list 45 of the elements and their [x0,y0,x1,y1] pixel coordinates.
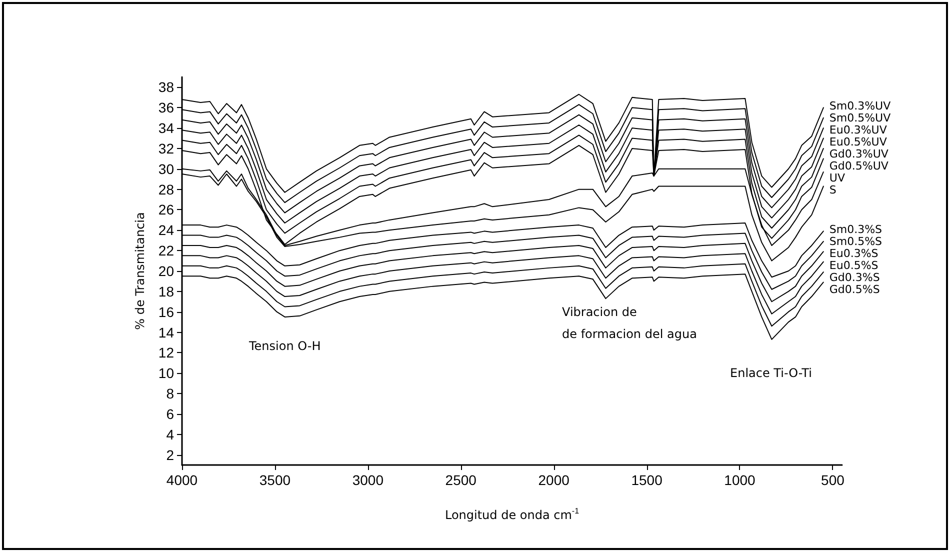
y-tick-label: 8 [166,386,174,402]
x-tick-label: 2000 [538,472,570,488]
annotation: Tension O-H [248,339,321,353]
series-label: Gd0.3%S [829,271,880,284]
series-label: S [829,184,836,197]
y-tick-label: 6 [166,406,174,422]
series-label: Eu0.5%S [829,259,878,272]
y-tick-label: 10 [158,365,174,382]
x-tick-label: 1500 [631,472,663,488]
y-tick-label: 28 [158,181,174,198]
series-label: Gd0.3%UV [829,148,889,161]
y-tick-label: 18 [158,283,174,300]
annotation: Vibracion de de formacion del agua [562,305,697,341]
y-tick-label: 16 [158,304,174,320]
y-tick-label: 38 [158,79,174,96]
x-tick-label: 4000 [166,472,198,488]
y-tick-label: 32 [158,140,174,156]
series-label: UV [829,172,846,185]
y-tick-label: 26 [158,202,174,218]
y-tick-label: 24 [158,222,174,238]
series-label: Sm0.3%UV [829,100,892,113]
y-tick-label: 36 [158,100,174,116]
x-tick-label: 3000 [352,472,384,488]
y-tick-label: 12 [158,344,174,361]
series-label: Eu0.3%S [829,247,878,260]
x-tick-label: 2500 [445,472,477,488]
y-tick-label: 4 [166,426,174,442]
x-tick-label: 3500 [259,472,291,488]
series-label: Gd0.5%UV [829,160,889,173]
series-label: Sm0.3%S [829,223,882,236]
y-tick-label: 14 [158,324,174,340]
x-tick-label: 500 [821,472,845,488]
y-tick-label: 34 [158,120,174,136]
x-tick-label: 1000 [724,472,756,488]
series-label: Eu0.3%UV [829,124,888,137]
series-label: Sm0.5%UV [829,112,892,125]
y-tick-label: 20 [158,263,174,279]
y-tick-label: 2 [166,446,174,463]
annotation: Enlace Ti-O-Ti [730,366,812,380]
y-tick-label: 30 [158,160,174,177]
y-axis-title: % de Transmitancia [133,212,147,330]
y-tick-label: 22 [158,242,174,259]
series-label: Gd0.5%S [829,283,880,296]
series-label: Eu0.5%UV [829,136,888,149]
series-label: Sm0.5%S [829,235,882,248]
